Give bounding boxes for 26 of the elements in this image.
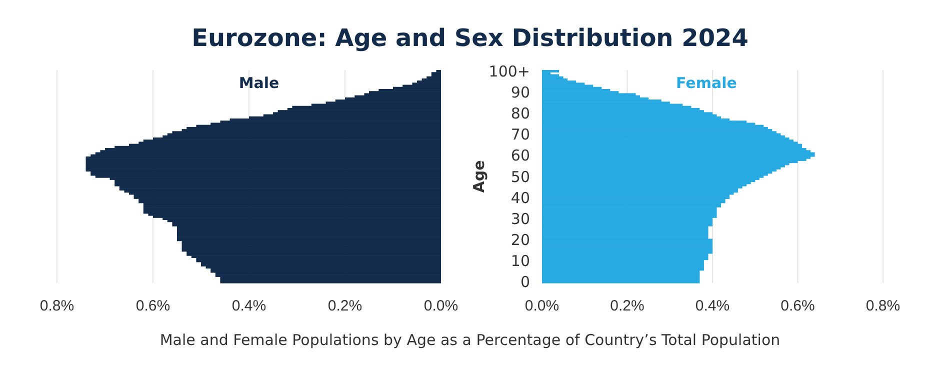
- series-label: Female: [676, 74, 737, 92]
- x-tick-label: 0.2%: [610, 298, 644, 315]
- y-tick-label: 20: [510, 231, 530, 250]
- y-tick-label: 10: [510, 252, 530, 270]
- y-tick-label: 100+: [488, 62, 530, 80]
- chart-title: Eurozone: Age and Sex Distribution 2024: [192, 24, 748, 52]
- x-tick-label: 0.4%: [232, 298, 266, 315]
- x-tick-label: 0.0%: [524, 298, 560, 315]
- y-tick-label: 30: [510, 210, 530, 228]
- x-tick-label: 0.6%: [780, 298, 815, 315]
- x-tick-label: 0.4%: [695, 298, 730, 315]
- y-tick-label: 0: [520, 273, 530, 292]
- x-tick-label: 0.8%: [866, 298, 900, 315]
- y-tick-label: 80: [510, 104, 530, 122]
- x-tick-label: 0.2%: [328, 298, 362, 315]
- x-tick-label: 0.8%: [40, 298, 74, 315]
- y-tick-label: 50: [510, 168, 530, 186]
- y-tick-label: 70: [510, 126, 530, 144]
- y-axis-title: Age: [470, 160, 488, 193]
- y-tick-label: 40: [510, 188, 530, 207]
- x-tick-label: 0.0%: [424, 298, 458, 315]
- y-tick-label: 60: [510, 146, 530, 165]
- y-tick-label: 90: [510, 83, 530, 102]
- series-label: Male: [238, 74, 280, 92]
- x-tick-label: 0.6%: [136, 298, 170, 315]
- x-axis-title: Male and Female Populations by Age as a Percentage of Country’s Total Population: [160, 331, 780, 349]
